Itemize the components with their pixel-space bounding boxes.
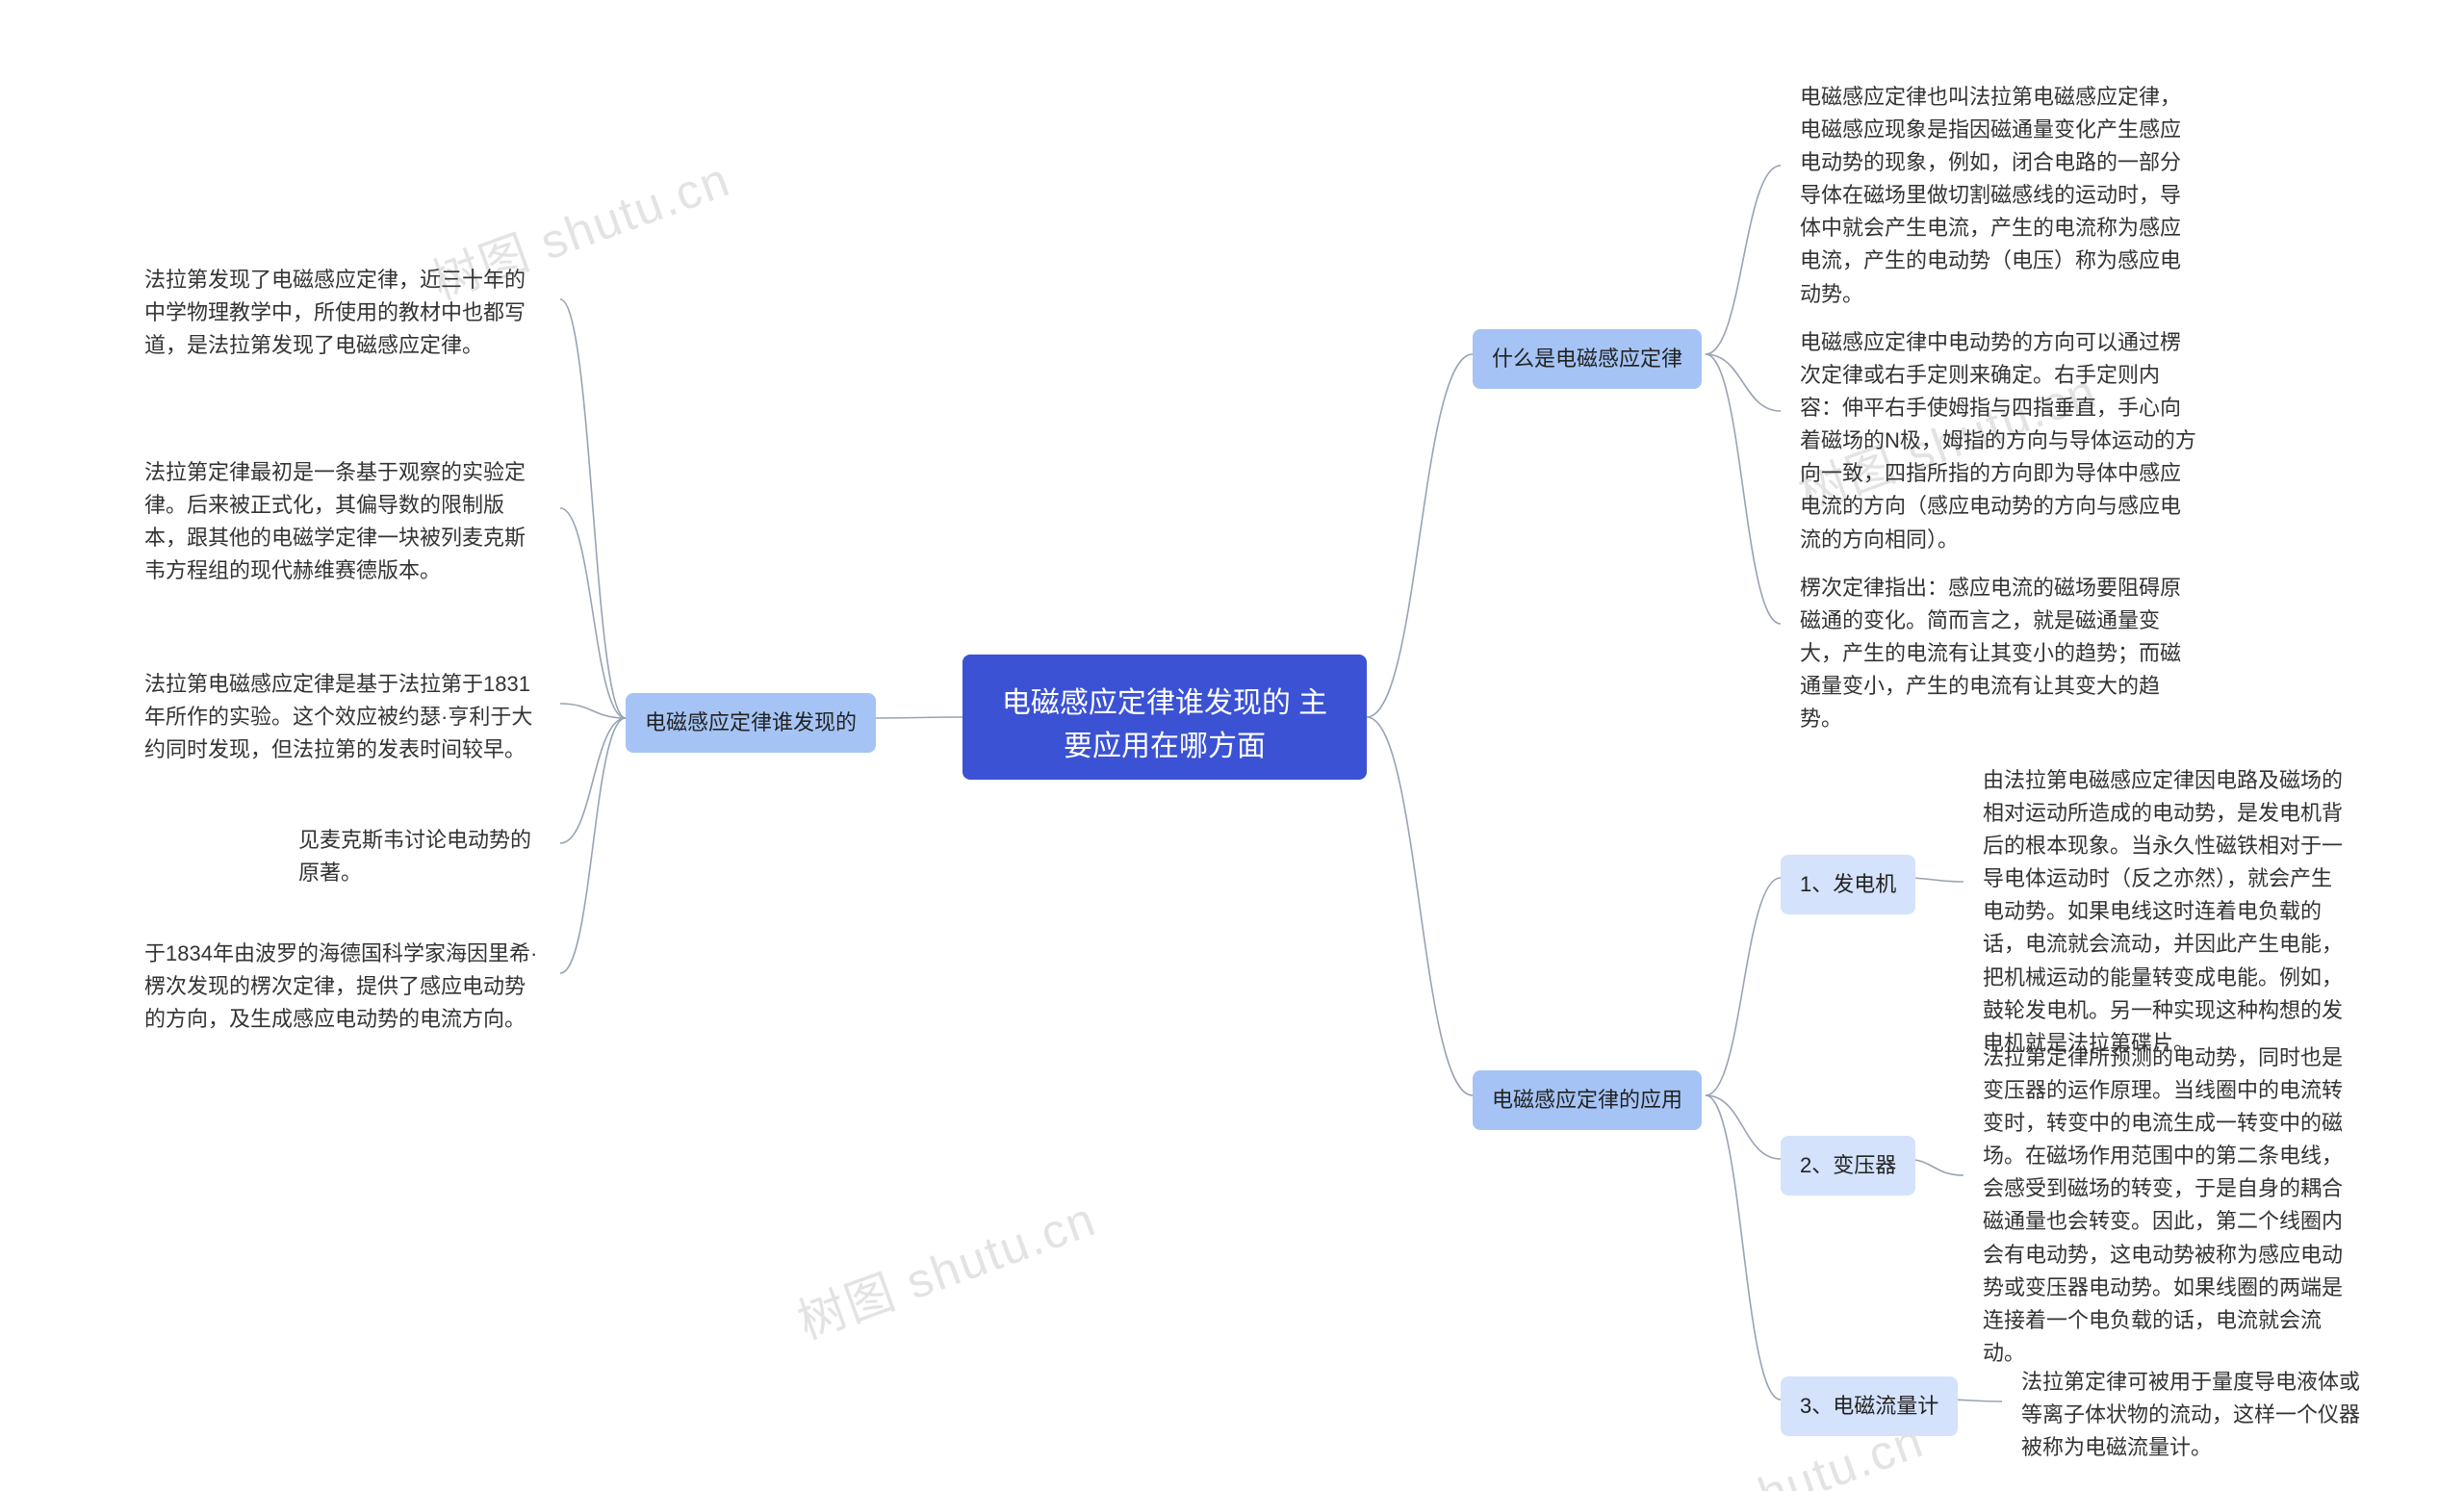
left-leaf: 见麦克斯韦讨论电动势的原著。 (279, 810, 560, 903)
left-leaf-text: 法拉第发现了电磁感应定律，近三十年的中学物理教学中，所使用的教材中也都写道，是法… (144, 264, 541, 362)
left-leaf: 于1834年由波罗的海德国科学家海因里希·楞次发现的楞次定律，提供了感应电动势的… (125, 924, 560, 1049)
sub-leaf-text: 法拉第定律所预测的电动势，同时也是变压器的运作原理。当线圈中的电流转变时，转变中… (1983, 1041, 2348, 1370)
sub-node: 2、变压器 (1781, 1136, 1915, 1195)
sub-node: 1、发电机 (1781, 855, 1915, 914)
left-branch-label: 电磁感应定律谁发现的 (645, 710, 857, 734)
sub-node-label: 3、电磁流量计 (1800, 1394, 1938, 1418)
right-branch: 什么是电磁感应定律 (1473, 329, 1702, 389)
right-leaf-text: 电磁感应定律中电动势的方向可以通过楞次定律或右手定则来确定。右手定则内容：伸平右… (1800, 326, 2198, 556)
sub-leaf-text: 法拉第定律可被用于量度导电液体或等离子体状物的流动，这样一个仪器被称为电磁流量计… (2021, 1366, 2368, 1464)
left-leaf: 法拉第电磁感应定律是基于法拉第于1831年所作的实验。这个效应被约瑟·亨利于大约… (125, 655, 560, 780)
left-leaf-text: 于1834年由波罗的海德国科学家海因里希·楞次发现的楞次定律，提供了感应电动势的… (144, 938, 541, 1036)
left-leaf-text: 法拉第定律最初是一条基于观察的实验定律。后来被正式化，其偏导数的限制版本，跟其他… (144, 456, 541, 587)
right-leaf: 楞次定律指出：感应电流的磁场要阻碍原磁通的变化。简而言之，就是磁通量变大，产生的… (1781, 558, 2218, 749)
left-branch: 电磁感应定律谁发现的 (626, 693, 876, 753)
left-leaf: 法拉第定律最初是一条基于观察的实验定律。后来被正式化，其偏导数的限制版本，跟其他… (125, 443, 560, 601)
mindmap-canvas: 树图 shutu.cn树图 shutu.cn树图 shutu.cn树图 shut… (0, 0, 2464, 1491)
right-leaf-text: 楞次定律指出：感应电流的磁场要阻碍原磁通的变化。简而言之，就是磁通量变大，产生的… (1800, 572, 2198, 735)
left-leaf: 法拉第发现了电磁感应定律，近三十年的中学物理教学中，所使用的教材中也都写道，是法… (125, 250, 560, 375)
sub-node: 3、电磁流量计 (1781, 1376, 1958, 1436)
sub-node-label: 2、变压器 (1800, 1153, 1896, 1177)
right-leaf-text: 电磁感应定律也叫法拉第电磁感应定律，电磁感应现象是指因磁通量变化产生感应电动势的… (1800, 81, 2198, 311)
sub-leaf: 由法拉第电磁感应定律因电路及磁场的相对运动所造成的电动势，是发电机背后的根本现象… (1964, 751, 2368, 1073)
left-leaf-text: 法拉第电磁感应定律是基于法拉第于1831年所作的实验。这个效应被约瑟·亨利于大约… (144, 668, 541, 766)
sub-leaf-text: 由法拉第电磁感应定律因电路及磁场的相对运动所造成的电动势，是发电机背后的根本现象… (1983, 764, 2348, 1060)
right-leaf: 电磁感应定律中电动势的方向可以通过楞次定律或右手定则来确定。右手定则内容：伸平右… (1781, 313, 2218, 570)
right-branch-label: 什么是电磁感应定律 (1492, 347, 1682, 371)
right-branch-label: 电磁感应定律的应用 (1492, 1088, 1682, 1112)
root-node: 电磁感应定律谁发现的 主要应用在哪方面 (962, 655, 1367, 780)
root-label-line2: 要应用在哪方面 (1064, 731, 1266, 762)
sub-node-label: 1、发电机 (1800, 872, 1896, 896)
right-branch: 电磁感应定律的应用 (1473, 1070, 1702, 1130)
right-leaf: 电磁感应定律也叫法拉第电磁感应定律，电磁感应现象是指因磁通量变化产生感应电动势的… (1781, 67, 2218, 324)
sub-leaf: 法拉第定律可被用于量度导电液体或等离子体状物的流动，这样一个仪器被称为电磁流量计… (2002, 1352, 2387, 1478)
left-leaf-text: 见麦克斯韦讨论电动势的原著。 (298, 824, 541, 889)
root-label-line1: 电磁感应定律谁发现的 主 (1002, 687, 1327, 719)
sub-leaf: 法拉第定律所预测的电动势，同时也是变压器的运作原理。当线圈中的电流转变时，转变中… (1964, 1028, 2368, 1383)
watermark: 树图 shutu.cn (786, 1181, 1104, 1353)
